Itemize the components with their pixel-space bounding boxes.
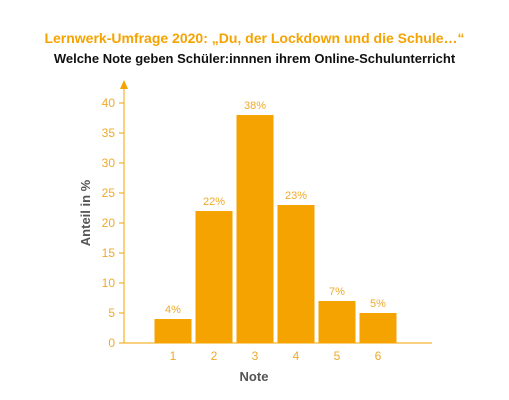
y-tick-label: 10 <box>102 276 116 290</box>
x-axis-title: Note <box>240 369 269 384</box>
y-tick-label: 30 <box>102 156 116 170</box>
x-tick-label: 4 <box>293 349 300 363</box>
y-axis-arrow <box>120 80 128 89</box>
bar-value-label: 38% <box>244 100 266 112</box>
bar-value-label: 22% <box>203 196 225 208</box>
x-tick-label: 1 <box>170 349 177 363</box>
bar-value-label: 5% <box>370 298 386 310</box>
bar <box>195 211 233 343</box>
bar <box>277 205 315 343</box>
bar-value-label: 4% <box>165 304 181 316</box>
y-tick-label: 40 <box>102 96 116 110</box>
x-ticks-group: 1 2 3 4 5 6 <box>170 349 382 363</box>
x-tick-label: 6 <box>375 349 382 363</box>
y-tick-label: 20 <box>102 216 116 230</box>
bar <box>318 301 356 343</box>
data-labels-group: 4% 22% 38% 23% 7% 5% <box>165 100 386 316</box>
bar <box>154 319 192 343</box>
y-tick-label: 15 <box>102 246 116 260</box>
y-tick-label: 0 <box>108 336 115 350</box>
chart-subtitle: Welche Note geben Schüler:innnen ihrem O… <box>53 51 456 66</box>
bar-value-label: 7% <box>329 286 345 298</box>
y-axis-title: Anteil in % <box>78 179 93 246</box>
bar-value-label: 23% <box>285 190 307 202</box>
x-tick-label: 3 <box>252 349 259 363</box>
y-tick-label: 25 <box>102 186 116 200</box>
x-tick-label: 5 <box>334 349 341 363</box>
bar <box>359 313 397 343</box>
bars-group <box>154 115 397 343</box>
y-tick-label: 35 <box>102 126 116 140</box>
y-ticks-group: 0 5 10 15 20 25 30 35 40 <box>102 96 124 350</box>
y-tick-label: 5 <box>108 306 115 320</box>
x-tick-label: 2 <box>211 349 218 363</box>
chart-title: Lernwerk-Umfrage 2020: „Du, der Lockdown… <box>44 30 465 46</box>
bar <box>236 115 274 343</box>
